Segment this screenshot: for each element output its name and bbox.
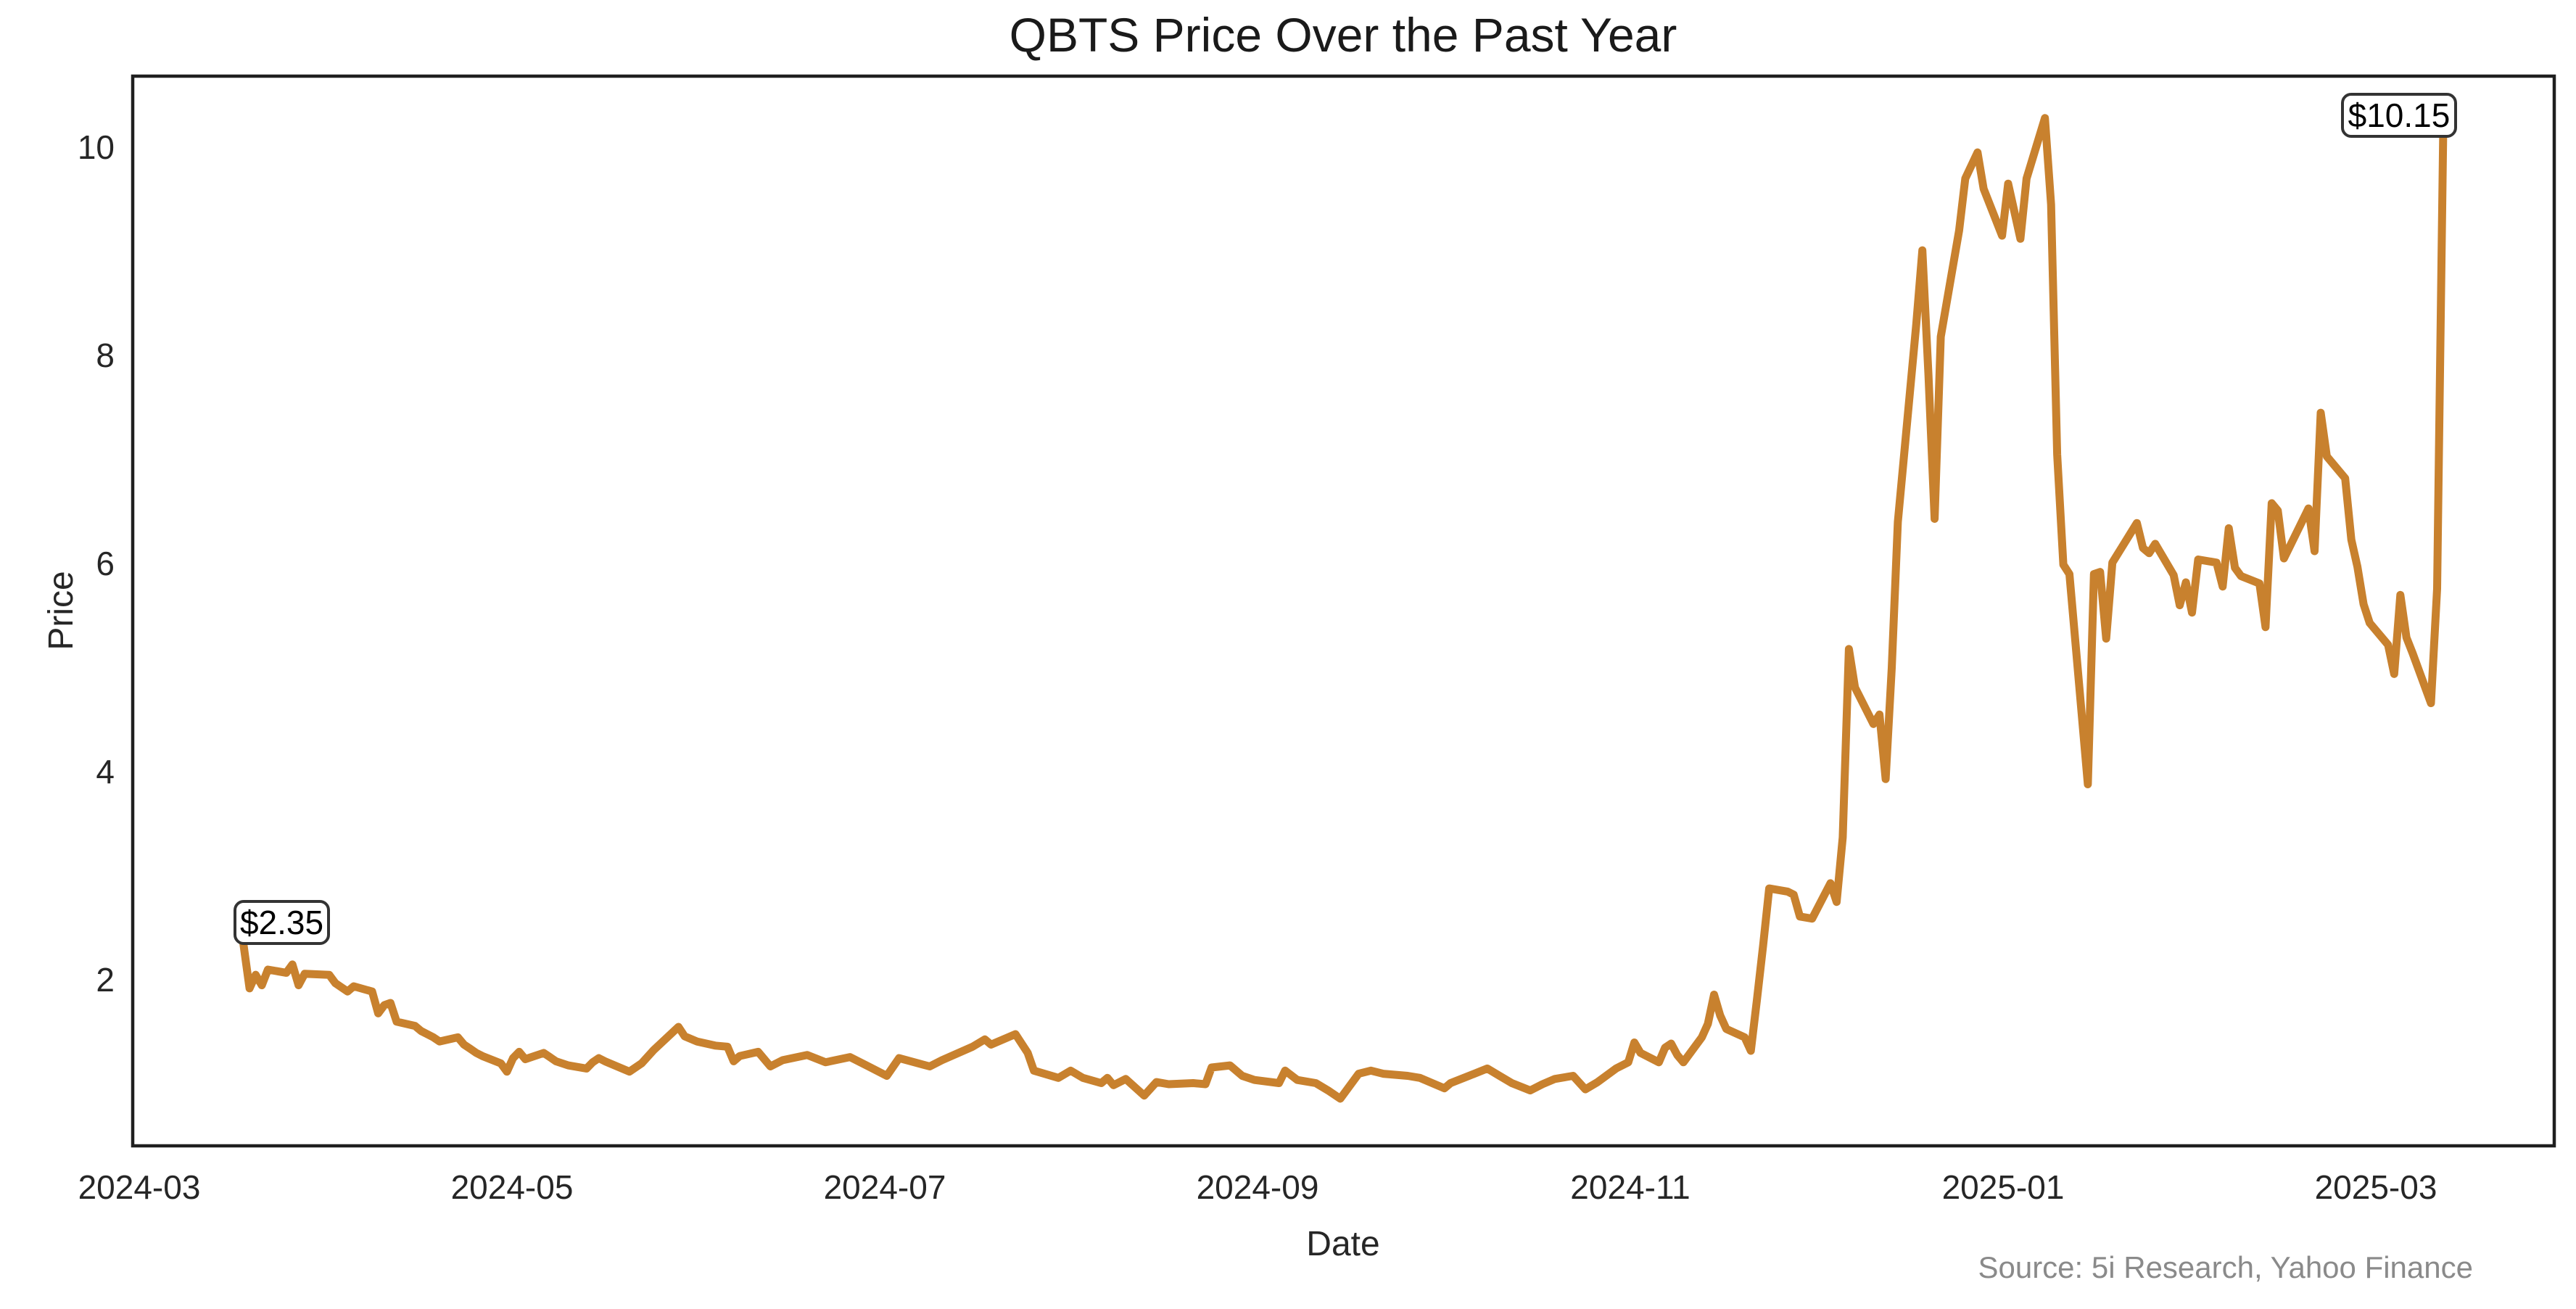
x-axis-title: Date <box>1306 1225 1380 1263</box>
chart-title: QBTS Price Over the Past Year <box>1009 8 1677 62</box>
x-axis-tick-label: 2025-03 <box>2314 1168 2437 1206</box>
y-axis-tick-label: 2 <box>96 961 115 999</box>
y-axis-tick-label: 8 <box>96 336 115 374</box>
source-note: Source: 5i Research, Yahoo Finance <box>1978 1250 2473 1284</box>
x-axis-tick-label: 2025-01 <box>1941 1168 2065 1206</box>
price-line-series <box>239 114 2448 1103</box>
y-axis-tick-label: 10 <box>77 128 115 166</box>
x-axis-tick-label: 2024-09 <box>1196 1168 1319 1206</box>
end-price-annotation: $10.15 <box>2341 93 2457 138</box>
y-axis-title: Price <box>42 571 81 651</box>
x-axis-tick-label: 2024-05 <box>450 1168 574 1206</box>
start-price-annotation: $2.35 <box>234 900 330 945</box>
x-axis-tick-label: 2024-11 <box>1570 1168 1690 1206</box>
x-axis-tick-label: 2024-03 <box>78 1168 201 1206</box>
y-axis-tick-label: 4 <box>96 753 115 790</box>
x-axis-tick-label: 2024-07 <box>823 1168 946 1206</box>
plot-border <box>131 74 2556 1148</box>
y-axis-tick-label: 6 <box>96 545 115 582</box>
